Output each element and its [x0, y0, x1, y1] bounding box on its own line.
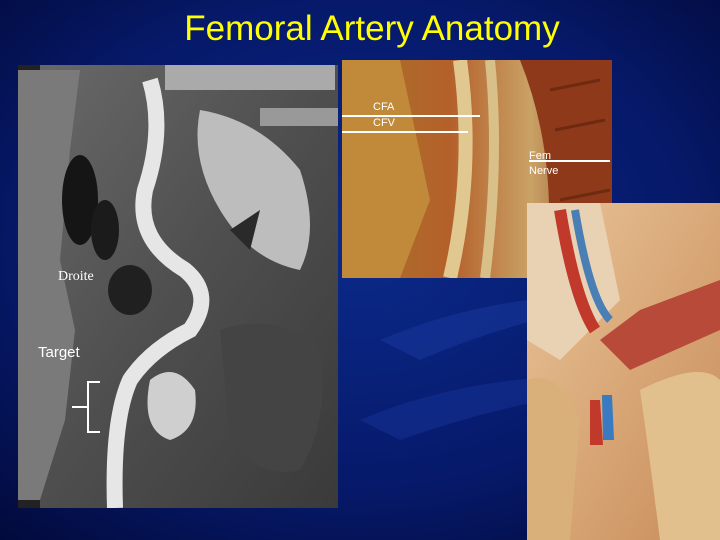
target-bracket: [72, 381, 100, 433]
ct-image: Droite: [18, 65, 338, 508]
swoosh: [360, 375, 700, 440]
nerve-label: Nerve: [529, 165, 558, 177]
cfv-label: CFV: [373, 117, 396, 129]
illustration-image: [527, 203, 720, 540]
target-annotation: Target: [38, 344, 81, 361]
cfa-label: CFA: [373, 101, 395, 113]
ct-side-label: Droite: [58, 269, 94, 284]
swoosh: [380, 295, 690, 360]
slide-title: Femoral Artery Anatomy: [184, 9, 560, 48]
nerve-label: Fem: [529, 150, 551, 162]
